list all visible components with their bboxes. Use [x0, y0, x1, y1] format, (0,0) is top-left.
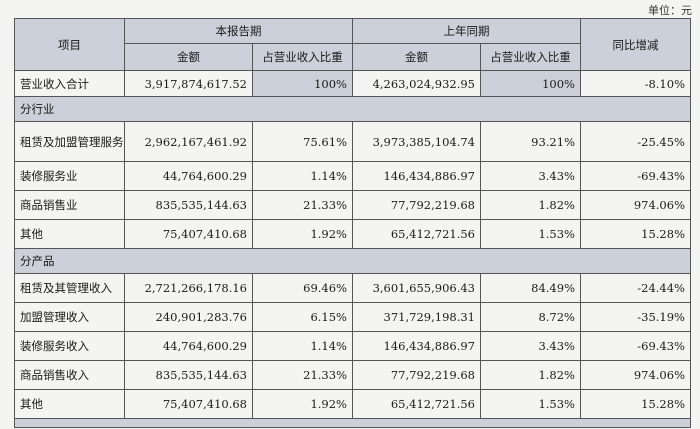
- cur-ratio: 6.15%: [252, 302, 353, 332]
- row-label: 其他: [14, 219, 125, 249]
- prev-amount: 3,973,385,104.74: [352, 121, 481, 162]
- cur-amount: 75,407,410.68: [124, 389, 253, 419]
- prev-amount: 65,412,721.56: [352, 389, 481, 419]
- header-prev-ratio: 占营业收入比重: [480, 43, 581, 71]
- prev-ratio: 8.72%: [480, 302, 581, 332]
- prev-ratio: 3.43%: [480, 161, 581, 191]
- cur-amount: 240,901,283.76: [124, 302, 253, 332]
- table-bottom-strip: [14, 418, 691, 428]
- unit-label: 单位：元: [648, 4, 692, 17]
- cur-amount: 44,764,600.29: [124, 331, 253, 361]
- table-row: 商品销售收入 835,535,144.63 21.33% 77,792,219.…: [14, 360, 691, 390]
- total-cur-amount: 3,917,874,617.52: [124, 70, 253, 97]
- header-prev-amount: 金额: [352, 43, 481, 71]
- row-label: 商品销售业: [14, 190, 125, 220]
- cur-ratio: 1.14%: [252, 161, 353, 191]
- cur-ratio: 75.61%: [252, 121, 353, 162]
- total-cur-ratio: 100%: [252, 70, 353, 97]
- cur-ratio: 21.33%: [252, 360, 353, 390]
- change: 974.06%: [580, 190, 691, 220]
- row-label: 租赁及其管理收入: [14, 273, 125, 303]
- prev-ratio: 1.82%: [480, 360, 581, 390]
- cur-ratio: 1.92%: [252, 219, 353, 249]
- header-row-2: 金额 占营业收入比重 金额 占营业收入比重: [15, 43, 691, 71]
- change: -69.43%: [580, 331, 691, 361]
- prev-ratio: 1.53%: [480, 389, 581, 419]
- total-prev-amount: 4,263,024,932.95: [352, 70, 481, 97]
- section-industry-title: 分行业: [14, 96, 691, 122]
- cur-amount: 44,764,600.29: [124, 161, 253, 191]
- total-row: 营业收入合计 3,917,874,617.52 100% 4,263,024,9…: [14, 70, 691, 97]
- table-row: 装修服务业 44,764,600.29 1.14% 146,434,886.97…: [14, 161, 691, 191]
- change: 974.06%: [580, 360, 691, 390]
- prev-amount: 77,792,219.68: [352, 190, 481, 220]
- table-row: 租赁及加盟管理服务业 2,962,167,461.92 75.61% 3,973…: [14, 121, 691, 162]
- table-row: 商品销售业 835,535,144.63 21.33% 77,792,219.6…: [14, 190, 691, 220]
- table-row: 租赁及其管理收入 2,721,266,178.16 69.46% 3,601,6…: [14, 273, 691, 303]
- row-label: 加盟管理收入: [14, 302, 125, 332]
- header-row-1: 项目 本报告期 上年同期 同比增减: [14, 18, 691, 71]
- change: -69.43%: [580, 161, 691, 191]
- prev-ratio: 3.43%: [480, 331, 581, 361]
- header-cur-amount: 金额: [124, 43, 253, 71]
- row-label: 装修服务业: [14, 161, 125, 191]
- cur-ratio: 69.46%: [252, 273, 353, 303]
- cur-amount: 2,962,167,461.92: [124, 121, 253, 162]
- prev-amount: 3,601,655,906.43: [352, 273, 481, 303]
- section-product-title: 分产品: [14, 248, 691, 274]
- prev-ratio: 84.49%: [480, 273, 581, 303]
- prev-amount: 65,412,721.56: [352, 219, 481, 249]
- header-yoy: 同比增减: [580, 18, 691, 71]
- total-change: -8.10%: [580, 70, 691, 97]
- table-row: 加盟管理收入 240,901,283.76 6.15% 371,729,198.…: [14, 302, 691, 332]
- header-prior-period: 上年同期: [352, 18, 581, 44]
- change: -24.44%: [580, 273, 691, 303]
- change: -25.45%: [580, 121, 691, 162]
- cur-amount: 835,535,144.63: [124, 360, 253, 390]
- row-label: 其他: [14, 389, 125, 419]
- row-label: 租赁及加盟管理服务业: [14, 121, 125, 162]
- header-current-period: 本报告期: [124, 18, 353, 44]
- section-industry: 分行业: [14, 96, 691, 122]
- table-row: 装修服务收入 44,764,600.29 1.14% 146,434,886.9…: [14, 331, 691, 361]
- cur-amount: 75,407,410.68: [124, 219, 253, 249]
- table-row: 其他 75,407,410.68 1.92% 65,412,721.56 1.5…: [14, 389, 691, 419]
- cur-amount: 835,535,144.63: [124, 190, 253, 220]
- change: 15.28%: [580, 389, 691, 419]
- cur-ratio: 1.14%: [252, 331, 353, 361]
- prev-ratio: 93.21%: [480, 121, 581, 162]
- prev-amount: 146,434,886.97: [352, 161, 481, 191]
- prev-amount: 77,792,219.68: [352, 360, 481, 390]
- table-row: 其他 75,407,410.68 1.92% 65,412,721.56 1.5…: [14, 219, 691, 249]
- change: -35.19%: [580, 302, 691, 332]
- prev-amount: 371,729,198.31: [352, 302, 481, 332]
- row-label: 商品销售收入: [14, 360, 125, 390]
- section-product: 分产品: [14, 248, 691, 274]
- prev-amount: 146,434,886.97: [352, 331, 481, 361]
- header-cur-ratio: 占营业收入比重: [252, 43, 353, 71]
- total-prev-ratio: 100%: [480, 70, 581, 97]
- header-item: 项目: [14, 18, 125, 71]
- change: 15.28%: [580, 219, 691, 249]
- table-bottom-fill: [14, 418, 691, 428]
- revenue-table: 项目 本报告期 上年同期 同比增减 金额 占营业收入比重 金额 占营业收入比重 …: [14, 18, 691, 428]
- row-label: 装修服务收入: [14, 331, 125, 361]
- cur-ratio: 21.33%: [252, 190, 353, 220]
- cur-ratio: 1.92%: [252, 389, 353, 419]
- cur-amount: 2,721,266,178.16: [124, 273, 253, 303]
- prev-ratio: 1.82%: [480, 190, 581, 220]
- total-label: 营业收入合计: [14, 70, 125, 97]
- prev-ratio: 1.53%: [480, 219, 581, 249]
